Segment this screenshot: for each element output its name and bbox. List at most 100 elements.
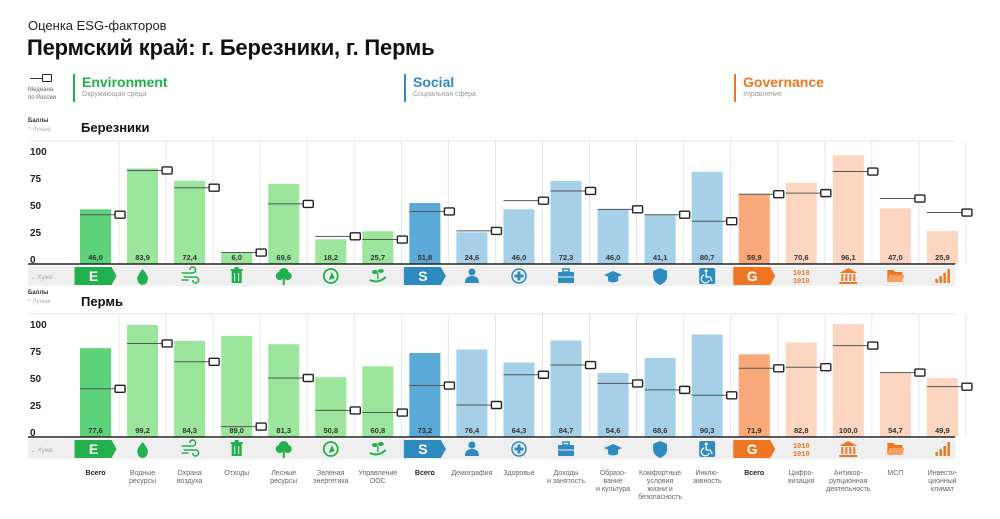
pillar-subtitle: Социальная сфера xyxy=(413,91,476,98)
bar-value-label: 46,0 xyxy=(606,253,621,262)
median-marker xyxy=(114,384,126,393)
bar-E-3 xyxy=(221,252,253,264)
bar-value-label: 77,6 xyxy=(88,426,103,435)
bar-S-12 xyxy=(644,357,676,437)
pillar-subtitle: Окружающая среда xyxy=(82,91,147,98)
median-marker xyxy=(490,400,503,410)
median-marker xyxy=(302,373,314,383)
y-tick-label: 25 xyxy=(30,401,42,412)
bar-value-label: 76,4 xyxy=(465,426,480,435)
bar-value-label: 100,0 xyxy=(839,426,858,435)
svg-text:1010: 1010 xyxy=(793,451,810,459)
axis-better-label: ^ Лучше xyxy=(28,127,51,133)
median-marker xyxy=(726,391,738,400)
trash-icon xyxy=(230,267,243,283)
median-marker xyxy=(867,341,879,350)
bar-S-7 xyxy=(409,203,441,264)
category-label: Инвести-ционный климат xyxy=(927,470,958,493)
median-marker xyxy=(114,210,126,219)
bar-E-1 xyxy=(127,168,159,264)
y-tick-label: 50 xyxy=(30,374,42,385)
pillar-name: Governance xyxy=(743,74,824,90)
median-marker xyxy=(537,196,550,205)
bar-value-label: 83,9 xyxy=(135,253,150,262)
bar-value-label: 71,9 xyxy=(747,426,762,435)
median-legend-label-2: по России xyxy=(28,95,57,101)
bar-S-9 xyxy=(503,209,535,264)
median-marker-icon xyxy=(42,74,52,82)
pillar-subtitle: Управление xyxy=(743,91,782,98)
bar-value-label: 49,9 xyxy=(935,426,950,435)
bar-value-label: 25,9 xyxy=(935,253,950,262)
bar-G-16 xyxy=(832,324,864,437)
axis-better-label: ^ Лучше xyxy=(28,299,51,305)
median-marker xyxy=(820,188,832,198)
bar-value-label: 68,6 xyxy=(653,426,668,435)
y-tick-label: 0 xyxy=(30,428,36,439)
bar-G-14 xyxy=(738,354,770,437)
S-total-badge xyxy=(403,267,446,285)
bar-G-18 xyxy=(926,378,958,437)
median-marker xyxy=(208,357,220,366)
bar-value-label: 73,2 xyxy=(418,426,433,435)
bar-S-12 xyxy=(644,214,676,264)
chart-title-berezniki: Березники xyxy=(81,120,150,135)
category-label: Здоровье xyxy=(503,470,535,477)
y-tick-label: 50 xyxy=(30,201,42,212)
bar-value-label: 59,9 xyxy=(747,253,762,262)
median-marker xyxy=(161,166,173,175)
bar-S-10 xyxy=(550,180,582,264)
briefcase-icon xyxy=(558,441,575,456)
svg-text:1010: 1010 xyxy=(793,270,810,278)
page-title: Пермский край: г. Березники, г. Пермь xyxy=(27,35,435,60)
bar-value-label: 96,1 xyxy=(841,253,856,262)
green-energy-icon xyxy=(322,441,339,457)
category-label: Доходы и занятость xyxy=(547,470,586,485)
folder-icon xyxy=(887,443,905,455)
pillar-name: Social xyxy=(413,74,455,90)
hand-plant-icon xyxy=(369,269,387,283)
category-label: Образо-вание и культура xyxy=(596,470,631,493)
bar-E-5 xyxy=(315,377,347,437)
bar-S-11 xyxy=(597,209,629,264)
axis-worse-label: ⌄ Хуже xyxy=(30,447,53,454)
bar-value-label: 51,8 xyxy=(418,253,433,262)
bar-S-10 xyxy=(550,340,582,437)
median-marker xyxy=(961,208,973,217)
category-label: Зеленая энергетика xyxy=(313,470,349,485)
briefcase-icon xyxy=(558,268,575,283)
G-total-badge xyxy=(733,267,776,285)
wind-icon xyxy=(181,439,200,457)
S-badge-letter: S xyxy=(418,268,427,284)
page-subtitle: Оценка ESG-факторов xyxy=(28,18,167,33)
category-label: Цифро-визация xyxy=(788,470,815,485)
median-marker xyxy=(961,382,973,391)
y-tick-label: 0 xyxy=(30,255,36,266)
bar-value-label: 81,3 xyxy=(276,426,291,435)
median-marker xyxy=(490,226,503,236)
bar-G-14 xyxy=(738,194,770,264)
bar-E-4 xyxy=(268,344,300,437)
bar-value-label: 69,6 xyxy=(276,253,291,262)
median-marker xyxy=(631,379,644,388)
bar-G-17 xyxy=(879,208,911,264)
axis-worse-label: ⌄ Хуже xyxy=(30,274,53,281)
tree-icon xyxy=(275,268,292,285)
pillar-governance: Governance Управление xyxy=(734,74,824,102)
median-marker xyxy=(161,339,173,348)
median-marker xyxy=(537,370,550,379)
water-drop-icon xyxy=(137,269,148,285)
pillar-environment: Environment Окружающая среда xyxy=(73,74,168,102)
health-plus-icon xyxy=(511,268,527,284)
median-marker xyxy=(255,248,267,257)
median-marker xyxy=(773,189,785,199)
E-total-badge xyxy=(74,440,117,458)
icon-strip xyxy=(28,439,955,459)
bar-value-label: 47,0 xyxy=(888,253,903,262)
bar-E-3 xyxy=(221,335,253,437)
E-badge-letter: E xyxy=(89,268,98,284)
tree-icon xyxy=(275,441,292,458)
